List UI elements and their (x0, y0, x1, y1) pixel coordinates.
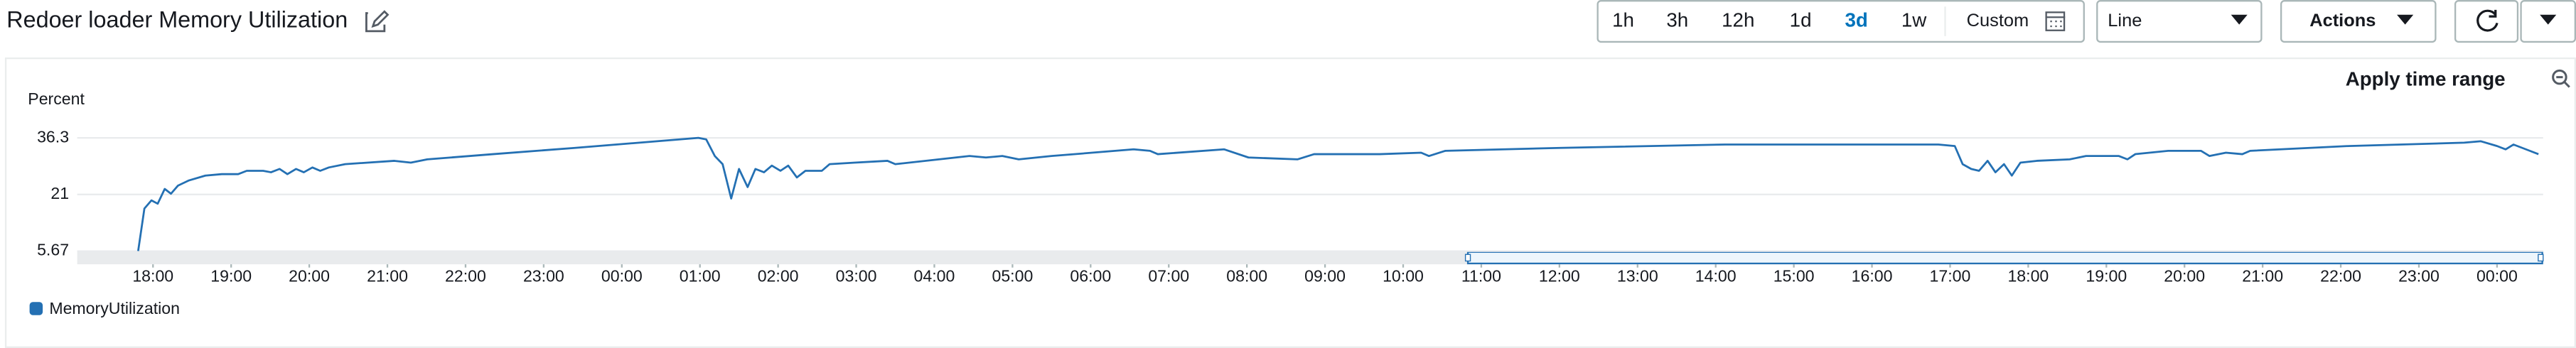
x-tick-label: 09:00 (1304, 267, 1346, 286)
time-range-group (1596, 0, 2085, 43)
time-range-option[interactable]: 12h (1722, 9, 1754, 31)
y-tick-label: 36.3 (37, 127, 69, 146)
x-tick-label: 10:00 (1383, 267, 1424, 286)
x-tick-label: 19:00 (2086, 267, 2127, 286)
chart-panel (4, 57, 2576, 348)
x-tick-label: 05:00 (992, 267, 1033, 286)
y-tick-label: 21 (50, 184, 69, 202)
x-tick-label: 23:00 (523, 267, 564, 286)
x-tick-label: 01:00 (680, 267, 721, 286)
legend-label[interactable]: MemoryUtilization (49, 299, 180, 317)
x-tick-label: 20:00 (289, 267, 330, 286)
x-tick-label: 13:00 (1617, 267, 1658, 286)
chart-type-label: Line (2108, 11, 2142, 31)
scrollbar-selection[interactable] (1466, 251, 2543, 265)
x-tick-label: 06:00 (1070, 267, 1111, 286)
x-tick-label: 21:00 (2242, 267, 2283, 286)
x-tick-label: 18:00 (132, 267, 173, 286)
time-range-option[interactable]: 1w (1901, 9, 1927, 31)
x-tick-label: 07:00 (1148, 267, 1189, 286)
time-range-option[interactable]: 3h (1666, 9, 1688, 31)
x-tick-label: 02:00 (758, 267, 799, 286)
x-tick-label: 14:00 (1695, 267, 1737, 286)
actions-button[interactable] (2280, 0, 2437, 43)
legend-swatch[interactable] (29, 302, 43, 315)
caret (2231, 14, 2248, 25)
apply-time-range[interactable]: Apply time range (2346, 68, 2506, 90)
caret (2540, 14, 2557, 25)
time-range-option[interactable]: 1d (1790, 9, 1812, 31)
zoom-out-icon[interactable] (2552, 69, 2570, 88)
time-range-option[interactable]: 3d (1845, 9, 1868, 31)
x-tick-label: 22:00 (2320, 267, 2361, 286)
x-tick-label: 04:00 (914, 267, 955, 286)
x-tick-label: 00:00 (2476, 267, 2518, 286)
x-tick-label: 08:00 (1226, 267, 1267, 286)
x-tick-label: 22:00 (445, 267, 486, 286)
caret (2397, 14, 2414, 25)
x-tick-label: 21:00 (367, 267, 408, 286)
time-range-option[interactable]: 1h (1612, 9, 1634, 31)
x-tick-label: 16:00 (1852, 267, 1893, 286)
x-tick-label: 11:00 (1461, 267, 1501, 286)
chart-type-select[interactable] (2096, 0, 2263, 43)
scrollbar-handle[interactable] (1464, 254, 1471, 262)
widget-title: Redoer loader Memory Utilization (6, 7, 348, 33)
x-tick-label: 00:00 (601, 267, 643, 286)
x-tick-label: 18:00 (2007, 267, 2049, 286)
actions-label: Actions (2309, 11, 2376, 31)
x-tick-label: 19:00 (210, 267, 252, 286)
x-tick-label: 15:00 (1773, 267, 1815, 286)
custom-range[interactable]: Custom (1967, 11, 2029, 31)
x-tick-label: 20:00 (2164, 267, 2205, 286)
y-axis-label: Percent (28, 89, 85, 108)
x-tick-label: 17:00 (1930, 267, 1971, 286)
scrollbar-handle[interactable] (2538, 254, 2544, 262)
refresh-button[interactable] (2454, 0, 2519, 43)
x-tick-label: 12:00 (1539, 267, 1580, 286)
x-tick-label: 03:00 (836, 267, 877, 286)
refresh-icon (2476, 9, 2499, 32)
data-line (137, 136, 2539, 251)
edit-icon[interactable] (365, 10, 390, 33)
x-tick-label: 23:00 (2398, 267, 2440, 286)
y-tick-label: 5.67 (37, 241, 69, 259)
calendar-icon[interactable] (2045, 11, 2066, 31)
